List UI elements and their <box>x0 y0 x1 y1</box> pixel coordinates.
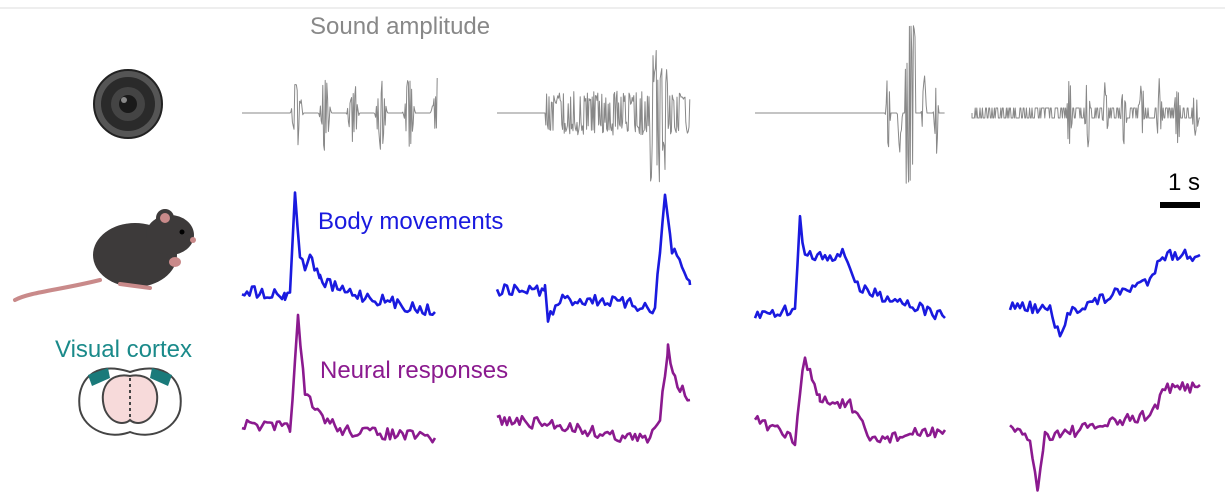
movement-trace <box>753 214 946 321</box>
neural-trace <box>753 356 947 447</box>
speaker-icon <box>93 69 163 139</box>
neural-trace <box>1009 381 1201 492</box>
traces <box>241 25 1201 492</box>
cortex-label: Visual cortex <box>55 336 192 363</box>
movement-trace <box>1008 248 1201 338</box>
neural-label: Neural responses <box>320 357 508 384</box>
sound-trace <box>497 50 691 183</box>
neural-trace <box>496 343 691 444</box>
movement-trace <box>495 193 692 323</box>
body-label: Body movements <box>318 208 503 235</box>
sound-trace <box>242 77 438 151</box>
mouse-icon <box>13 209 196 302</box>
neural-trace <box>241 313 437 444</box>
movement-trace <box>241 191 436 316</box>
sound-trace <box>755 25 945 184</box>
sound-label: Sound amplitude <box>310 13 490 40</box>
scale-bar <box>1160 202 1200 208</box>
brain-icon <box>78 367 182 436</box>
scale-label: 1 s <box>1168 169 1200 196</box>
sound-trace <box>971 78 1200 148</box>
